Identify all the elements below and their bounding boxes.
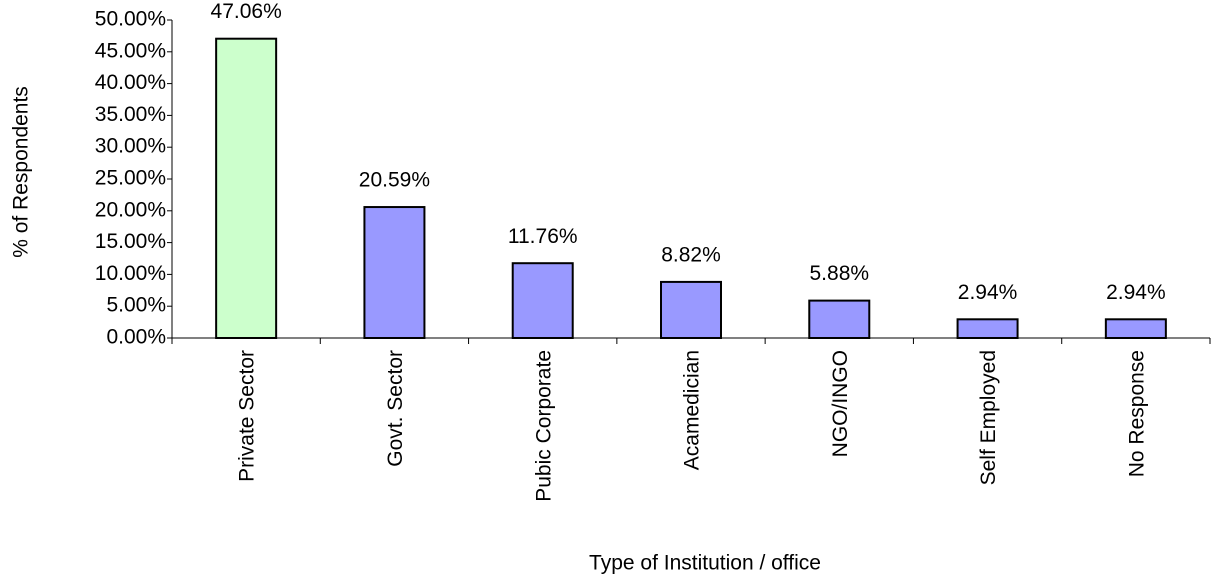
x-tick-label: Acamedician [681, 350, 704, 470]
bar [511, 262, 574, 339]
x-tick-label: Govt. Sector [384, 350, 407, 467]
x-tick-label: Self Employed [977, 350, 1000, 485]
data-label: 2.94% [1106, 281, 1166, 304]
y-tick-label: 0.00% [106, 326, 166, 349]
bar [215, 37, 278, 340]
y-tick-label: 30.00% [95, 135, 166, 158]
x-tick-label: Pubic Corporate [532, 350, 555, 502]
data-label: 20.59% [359, 169, 430, 192]
y-tick-label: 20.00% [95, 198, 166, 221]
y-tick-label: 25.00% [95, 167, 166, 190]
x-tick-label: NGO/INGO [829, 350, 852, 457]
bar [363, 206, 426, 339]
y-tick-label: 50.00% [95, 8, 166, 31]
bar [956, 318, 1019, 340]
y-tick-label: 40.00% [95, 71, 166, 94]
bar [1104, 318, 1167, 340]
bar [808, 299, 871, 340]
data-label: 2.94% [958, 281, 1018, 304]
y-tick-label: 45.00% [95, 39, 166, 62]
y-tick-label: 10.00% [95, 262, 166, 285]
y-tick-label: 35.00% [95, 103, 166, 126]
y-tick-label: 5.00% [106, 294, 166, 317]
data-label: 8.82% [661, 243, 721, 266]
data-label: 47.06% [211, 0, 282, 23]
y-tick-label: 15.00% [95, 230, 166, 253]
bar [660, 280, 722, 339]
x-axis-title: Type of Institution / office [589, 552, 821, 575]
data-label: 11.76% [508, 225, 578, 248]
data-label: 5.88% [810, 262, 870, 285]
x-tick-label: No Response [1125, 350, 1148, 477]
x-tick-label: Private Sector [236, 350, 259, 482]
y-axis-title: % of Respondents [10, 86, 33, 258]
